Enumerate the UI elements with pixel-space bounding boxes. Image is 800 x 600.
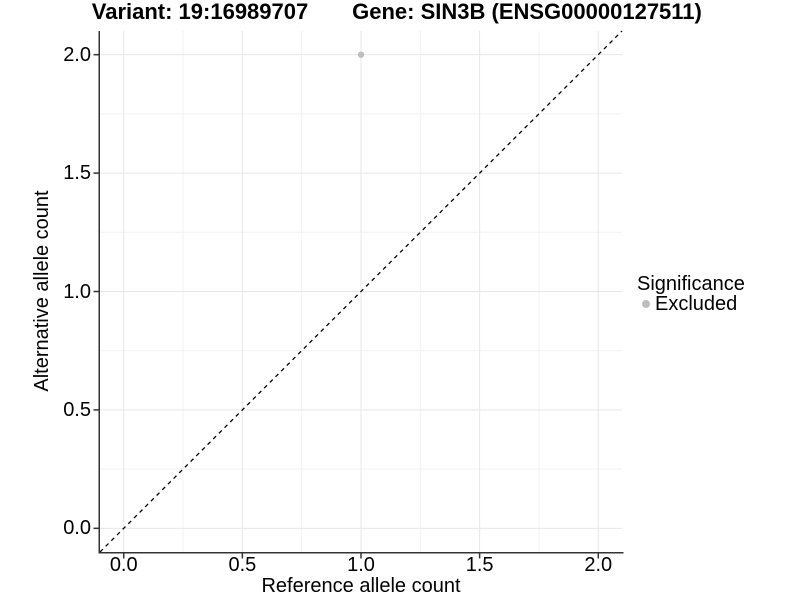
y-tick-label: 1.5 xyxy=(63,162,91,185)
x-tick-label: 2.0 xyxy=(584,554,613,576)
y-tick-label: 0.5 xyxy=(63,398,91,421)
y-tick-label: 0.0 xyxy=(63,517,91,540)
legend-item-label: Excluded xyxy=(655,293,738,315)
y-axis-title: Alternative allele count xyxy=(31,190,53,392)
legend-item-excluded: Excluded xyxy=(642,294,745,314)
y-tick-label: 1.0 xyxy=(63,280,91,303)
plot-title-gene: Gene: SIN3B (ENSG00000127511) xyxy=(352,0,702,24)
data-point-excluded xyxy=(357,51,365,58)
legend-point-icon xyxy=(642,300,650,308)
legend-title: Significance xyxy=(637,273,745,295)
x-tick-label: 1.5 xyxy=(465,554,494,576)
x-tick-label: 0.0 xyxy=(109,554,138,576)
x-axis-title: Reference allele count xyxy=(261,575,461,597)
plot-title-variant: Variant: 19:16989707 xyxy=(91,0,309,24)
y-tick-label: 2.0 xyxy=(63,43,91,66)
x-tick-label: 0.5 xyxy=(228,554,257,576)
identity-reference-line xyxy=(99,30,623,553)
legend: Significance Excluded xyxy=(637,274,745,314)
x-tick-label: 1.0 xyxy=(347,554,375,576)
